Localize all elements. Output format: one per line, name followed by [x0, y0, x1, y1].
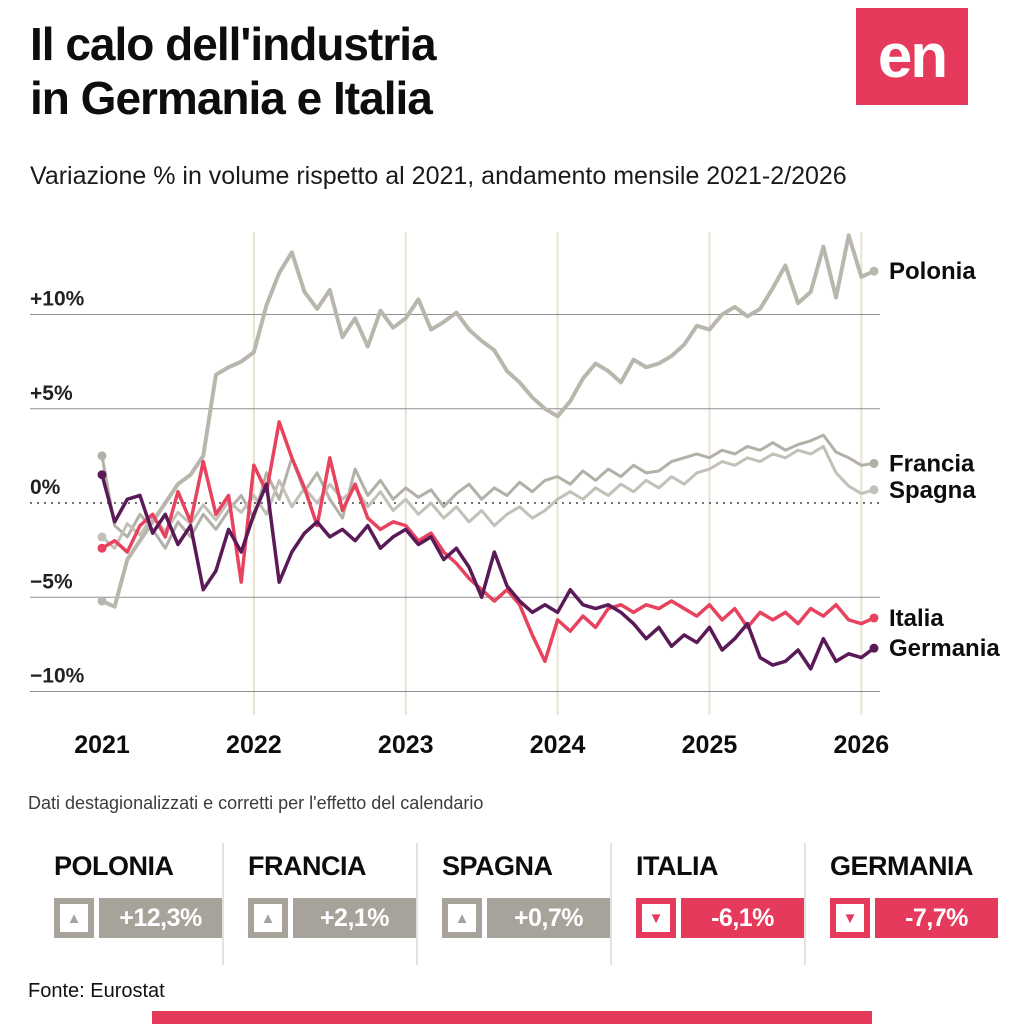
- chart-note: Dati destagionalizzati e corretti per l'…: [28, 793, 484, 813]
- series-start-dot-spagna: [97, 532, 107, 542]
- en-logo-text: en: [877, 22, 948, 91]
- stat-label: SPAGNA: [442, 851, 553, 881]
- series-line-italia: [100, 420, 876, 664]
- series-end-dot-polonia: [869, 266, 879, 276]
- trend-down-icon: ▼: [830, 898, 870, 938]
- series-start-dot-italia: [97, 543, 107, 553]
- y-axis-label: +10%: [30, 288, 85, 311]
- x-axis-label: 2026: [834, 731, 890, 759]
- stat-label: POLONIA: [54, 851, 174, 881]
- series-end-dot-germania: [869, 643, 879, 653]
- stat-label: FRANCIA: [248, 851, 367, 881]
- x-axis-label: 2025: [682, 731, 738, 759]
- series-line-germania: [100, 472, 876, 671]
- stat-value: +0,7%: [487, 898, 610, 938]
- series-end-dot-italia: [869, 613, 879, 623]
- y-axis-label: 0%: [30, 476, 61, 499]
- title-line-1: Il calo dell'industria: [30, 18, 437, 70]
- stat-value: +2,1%: [293, 898, 416, 938]
- summary-stats-row: POLONIA ▲ +12,3% FRANCIA ▲ +2,1% SPAGNA …: [30, 843, 998, 965]
- series-label-francia: Francia: [889, 450, 975, 477]
- trend-up-icon: ▲: [248, 898, 288, 938]
- stat-value: -6,1%: [681, 898, 804, 938]
- x-axis-label: 2022: [226, 731, 282, 759]
- stat-card-polonia: POLONIA ▲ +12,3%: [30, 843, 222, 965]
- series-line-francia: [100, 433, 876, 550]
- stat-value: +12,3%: [99, 898, 222, 938]
- series-end-dot-francia: [869, 458, 879, 468]
- series-label-germania: Germania: [889, 635, 1000, 662]
- y-axis-label: −10%: [30, 665, 85, 688]
- page-title: Il calo dell'industria in Germania e Ital…: [30, 18, 437, 126]
- series-label-italia: Italia: [889, 605, 944, 632]
- industry-chart-svg: +10% +5% 0% −5% −10% 2021 2022 2023 2024 2025 2026…: [30, 232, 1000, 759]
- trend-up-icon: ▲: [442, 898, 482, 938]
- x-axis-label: 2021: [74, 731, 130, 759]
- x-axis-label: 2024: [530, 731, 586, 759]
- stat-label: GERMANIA: [830, 851, 974, 881]
- series-line-polonia: [100, 233, 876, 609]
- y-axis-label: −5%: [30, 570, 73, 593]
- series-label-spagna: Spagna: [889, 477, 976, 504]
- bottom-accent-bar: [152, 1011, 872, 1024]
- stat-card-germania: GERMANIA ▼ -7,7%: [804, 843, 998, 965]
- industry-line-chart: +10% +5% 0% −5% −10% 2021 2022 2023 2024 2025 2026…: [12, 210, 1012, 770]
- stat-badge: ▼ -6,1%: [636, 898, 804, 938]
- series-start-dot-germania: [97, 470, 107, 480]
- stat-badge: ▲ +2,1%: [248, 898, 416, 938]
- stat-badge: ▼ -7,7%: [830, 898, 998, 938]
- stat-value: -7,7%: [875, 898, 998, 938]
- en-logo: en: [856, 8, 968, 105]
- series-start-dot-francia: [97, 451, 107, 461]
- stat-card-spagna: SPAGNA ▲ +0,7%: [416, 843, 610, 965]
- stat-card-italia: ITALIA ▼ -6,1%: [610, 843, 804, 965]
- x-axis-label: 2023: [378, 731, 434, 759]
- series-label-polonia: Polonia: [889, 258, 976, 285]
- series-start-dot-polonia: [97, 596, 107, 606]
- series-line-spagna: [100, 444, 876, 550]
- stat-badge: ▲ +12,3%: [54, 898, 222, 938]
- source-note: Fonte: Eurostat: [28, 980, 165, 1002]
- y-axis-label: +5%: [30, 382, 73, 405]
- chart-subtitle: Variazione % in volume rispetto al 2021,…: [30, 162, 847, 190]
- stat-badge: ▲ +0,7%: [442, 898, 610, 938]
- stat-label: ITALIA: [636, 851, 718, 881]
- trend-up-icon: ▲: [54, 898, 94, 938]
- trend-down-icon: ▼: [636, 898, 676, 938]
- title-line-2: in Germania e Italia: [30, 71, 433, 124]
- series-end-dot-spagna: [869, 485, 879, 495]
- stat-card-francia: FRANCIA ▲ +2,1%: [222, 843, 416, 965]
